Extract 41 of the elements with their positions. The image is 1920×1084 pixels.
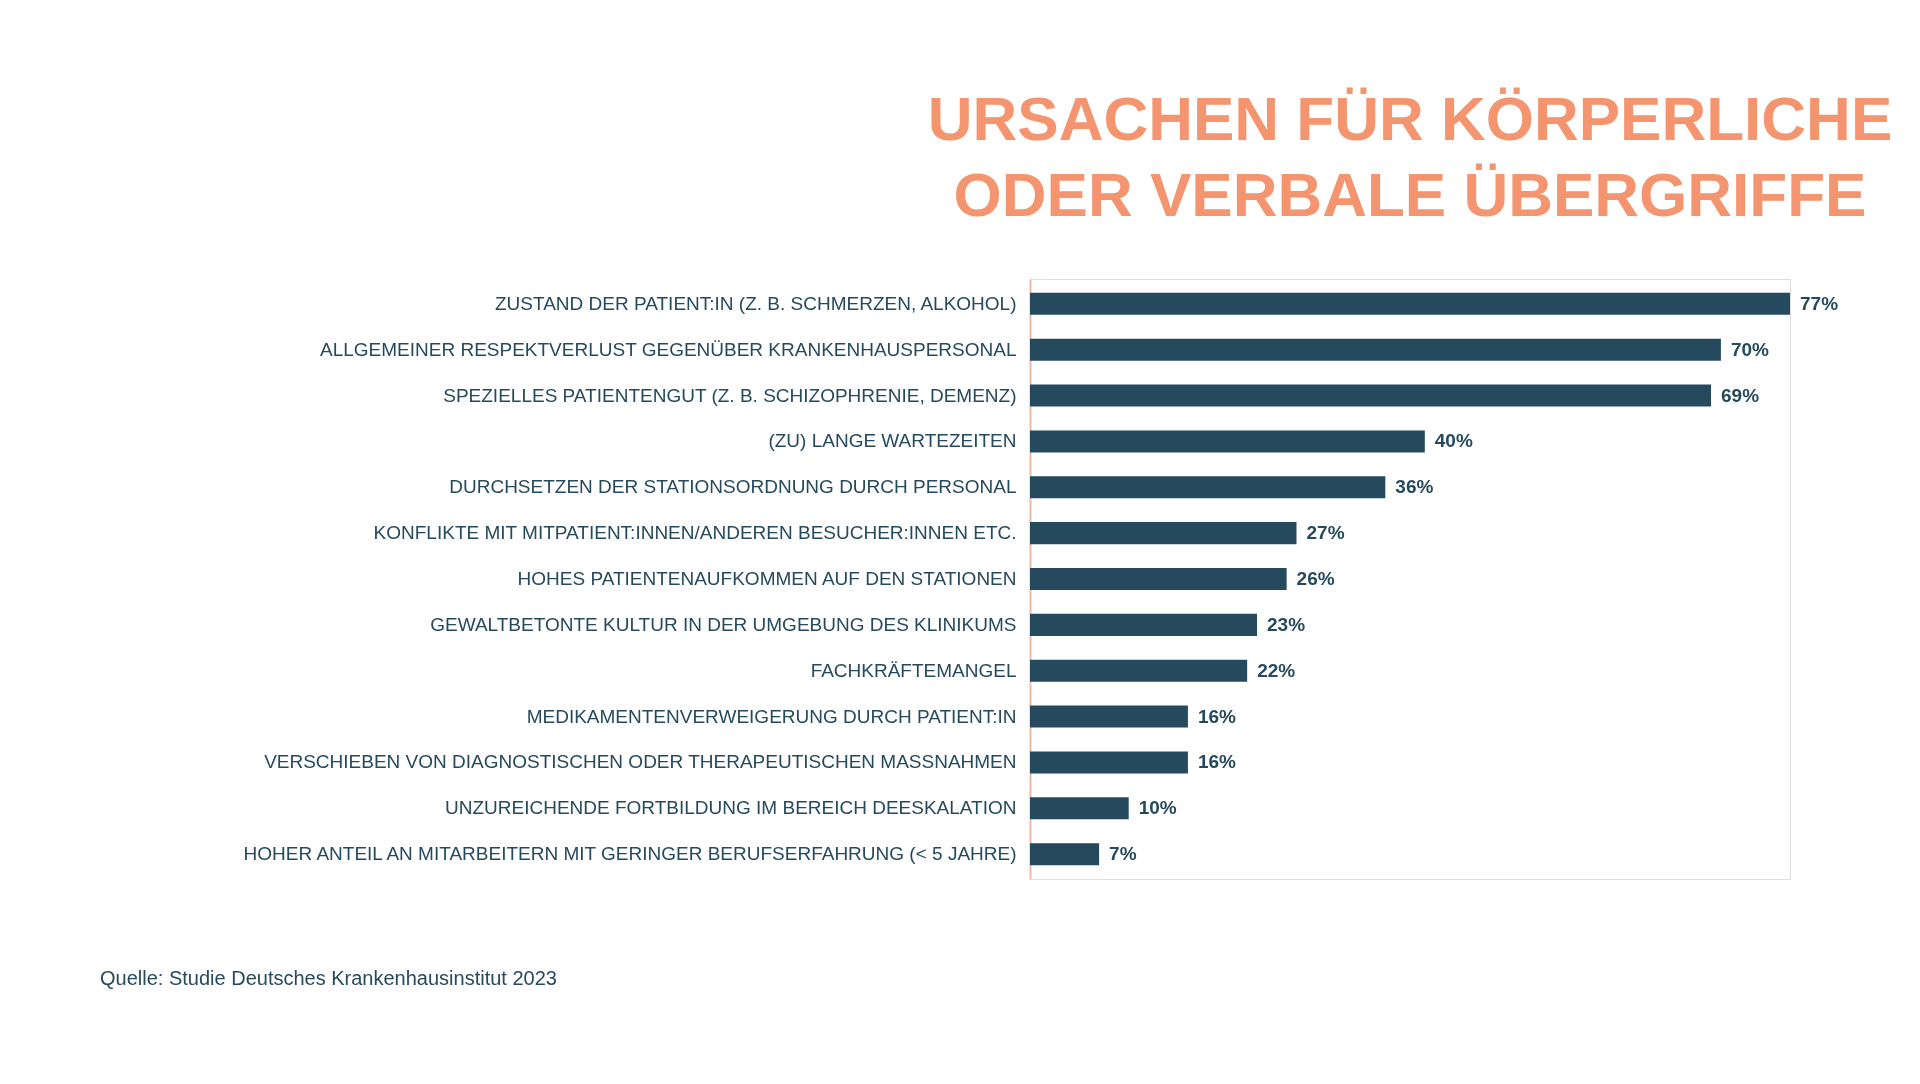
y-tick-label: VERSCHIEBEN VON DIAGNOSTISCHEN ODER THERAPEUTISCHEN MASSNAHMEN: [264, 751, 1017, 773]
y-tick-label: UNZUREICHENDE FORTBILDUNG IM BEREICH DEESKALATION: [445, 797, 1017, 819]
bar: [1030, 430, 1425, 453]
data-label: 40%: [1434, 430, 1473, 452]
bar: [1030, 338, 1721, 361]
data-label: 16%: [1197, 705, 1237, 727]
y-tick-label: ZUSTAND DER PATIENT:IN (Z. B. SCHMERZEN, ALKOHOL): [495, 292, 1017, 314]
bar: [1030, 659, 1248, 682]
bar: [1030, 843, 1100, 866]
data-label: 36%: [1395, 476, 1434, 498]
y-tick-label: FACHKRÄFTEMANGEL: [810, 659, 1017, 681]
data-label: 77%: [1800, 292, 1839, 314]
y-tick-label: HOHER ANTEIL AN MITARBEITERN MIT GERINGER BERUFSERFAHRUNG (< 5 JAHRE): [243, 843, 1017, 865]
data-label: 70%: [1730, 338, 1770, 360]
y-tick-label: HOHES PATIENTENAUFKOMMEN AUF DEN STATIONEN: [517, 568, 1017, 589]
bar: [1030, 797, 1129, 820]
y-tick-label: GEWALTBETONTE KULTUR IN DER UMGEBUNG DES KLINIKUMS: [430, 613, 1017, 635]
y-tick-label: ALLGEMEINER RESPEKTVERLUST GEGENÜBER KRANKENHAUSPERSONAL: [319, 338, 1017, 360]
data-label: 10%: [1138, 797, 1177, 819]
bar: [1030, 751, 1188, 774]
bar: [1030, 476, 1386, 499]
y-tick-label: DURCHSETZEN DER STATIONSORDNUNG DURCH PERSONAL: [449, 476, 1017, 498]
data-label: 69%: [1721, 384, 1760, 406]
bar: [1030, 522, 1297, 545]
bar: [1030, 705, 1188, 728]
y-tick-label: (ZU) LANGE WARTEZEITEN: [768, 430, 1017, 452]
chart-title: URSACHEN FÜR KÖRPERLICHE ODER VERBALE ÜBERGRIFFE: [927, 84, 1893, 229]
bar: [1030, 384, 1712, 407]
y-tick-label: KONFLIKTE MIT MITPATIENT:INNEN/ANDEREN BESUCHER:INNEN ETC.: [373, 522, 1017, 544]
data-label: 23%: [1267, 613, 1306, 635]
data-label: 27%: [1306, 522, 1345, 544]
source-note: Quelle: Studie Deutsches Krankenhausinstitut 2023: [100, 967, 557, 989]
bar: [1030, 567, 1287, 591]
data-label: 22%: [1257, 659, 1296, 681]
bar: [1030, 613, 1258, 636]
data-label: 26%: [1296, 568, 1335, 589]
y-tick-label: MEDIKAMENTENVERWEIGERUNG DURCH PATIENT:IN: [526, 705, 1017, 727]
data-label: 7%: [1109, 843, 1137, 865]
y-tick-label: SPEZIELLES PATIENTENGUT (Z. B. SCHIZOPHRENIE, DEMENZ): [443, 384, 1017, 406]
data-label: 16%: [1197, 751, 1237, 773]
bar: [1030, 292, 1790, 315]
